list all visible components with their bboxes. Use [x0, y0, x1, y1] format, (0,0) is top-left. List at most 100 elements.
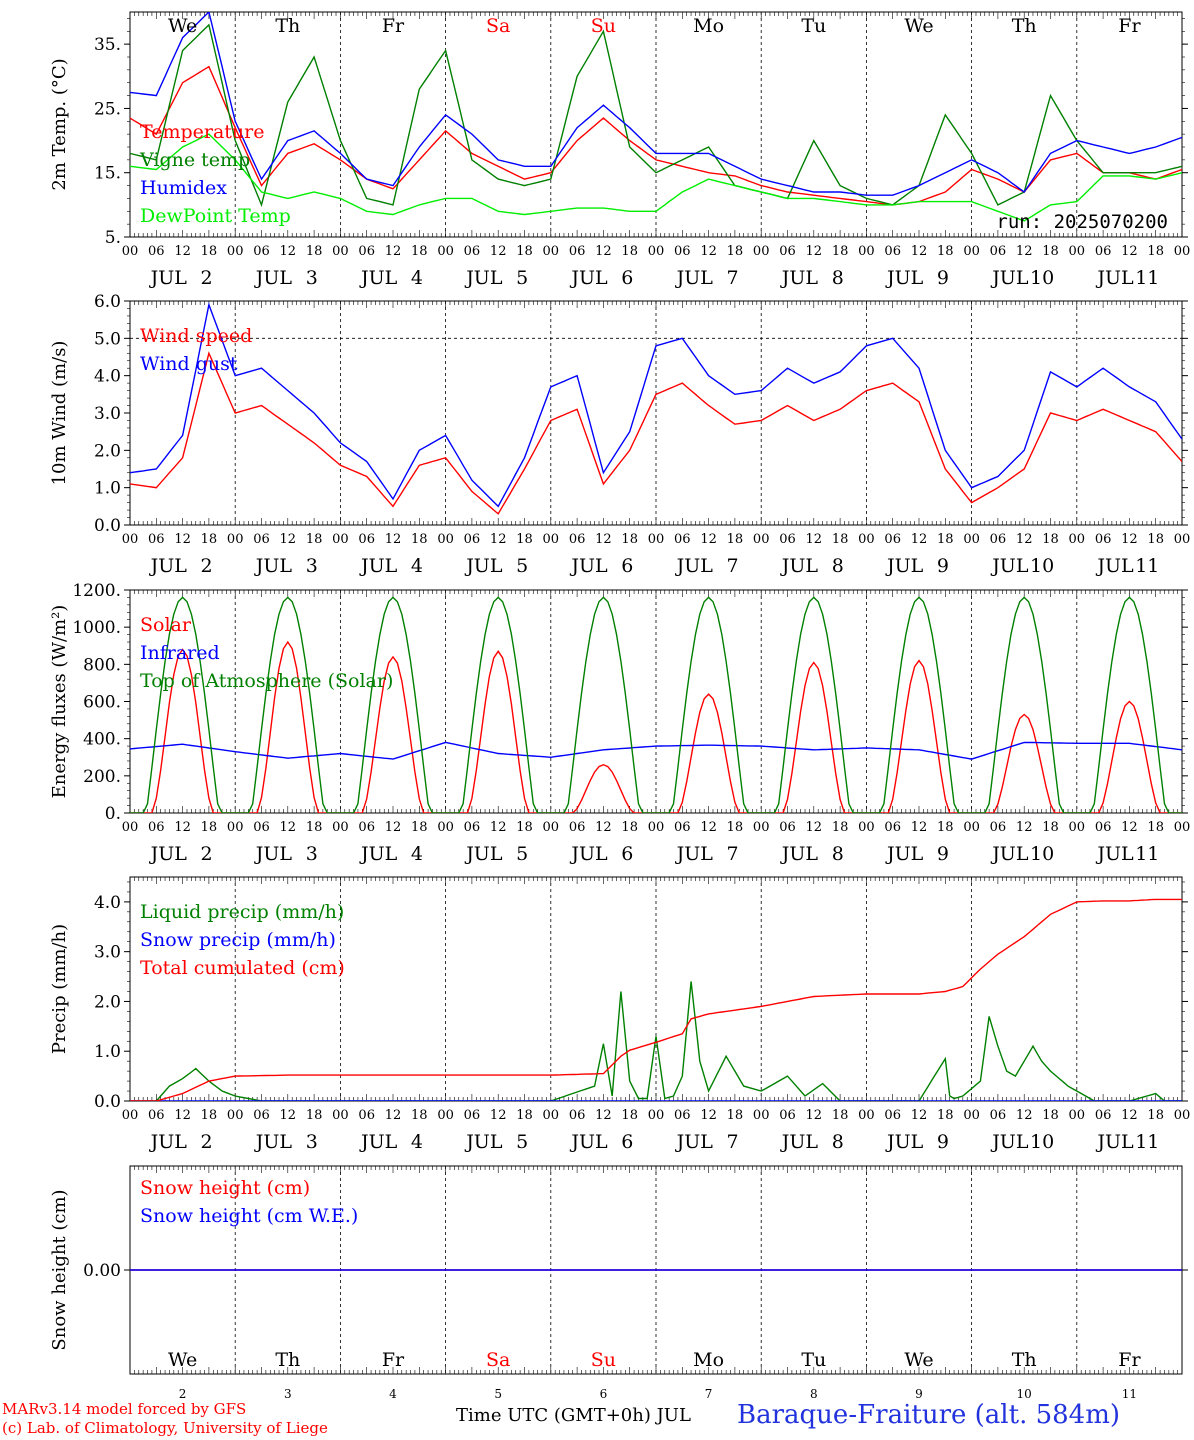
hour-label: 12 [490, 1108, 507, 1123]
hour-label: 06 [569, 532, 586, 547]
hour-label: 06 [253, 820, 270, 835]
legend-entry: Humidex [140, 177, 227, 199]
day-number-label: 3 [306, 267, 318, 289]
hour-label: 12 [385, 532, 402, 547]
hour-label: 18 [621, 244, 638, 259]
hour-label: 12 [385, 820, 402, 835]
month-label: JUL [569, 555, 608, 577]
hour-label: 18 [306, 244, 323, 259]
month-label: JUL [149, 555, 188, 577]
y-tick-label: 4.0 [94, 367, 121, 387]
hour-label: 12 [1016, 244, 1033, 259]
day-number-label: 8 [832, 1131, 844, 1153]
hour-label: 00 [1069, 244, 1086, 259]
station-name: Baraque-Fraiture (alt. 584m) [737, 1400, 1121, 1430]
hour-label: 00 [543, 820, 560, 835]
y-tick-label: 0. [105, 804, 121, 824]
hour-label: 18 [516, 820, 533, 835]
hour-label: 12 [700, 532, 717, 547]
day-number-label: 5 [516, 267, 528, 289]
series-line-2 [130, 302, 1182, 508]
y-tick-label: 15. [94, 164, 121, 184]
hour-label: 06 [1095, 1108, 1112, 1123]
hour-label: 06 [884, 1108, 901, 1123]
hour-label: 12 [806, 532, 823, 547]
panel-frame [129, 300, 1183, 526]
day-number-label: 11 [1135, 555, 1159, 577]
hour-label: 18 [1147, 244, 1164, 259]
y-tick-label: 6.0 [94, 292, 121, 312]
weekday-label: Tu [801, 1349, 826, 1371]
day-number-label: 5 [516, 1131, 528, 1153]
month-label: JUL [990, 555, 1029, 577]
hour-label: 12 [385, 1108, 402, 1123]
weekday-label: We [904, 15, 933, 37]
day-number-label: 4 [411, 843, 423, 865]
legend-entry: Top of Atmosphere (Solar) [140, 670, 393, 692]
day-number-label: 10 [1030, 555, 1054, 577]
day-number-label: 4 [411, 267, 423, 289]
month-label: JUL [780, 843, 819, 865]
date-label: 11 [1122, 1387, 1137, 1401]
day-number-label: 10 [1030, 843, 1054, 865]
hour-label: 00 [1174, 532, 1191, 547]
hour-label: 06 [148, 1108, 165, 1123]
legend-entry: DewPoint Temp [140, 205, 291, 227]
day-number-label: 4 [411, 555, 423, 577]
day-number-label: 9 [937, 1131, 949, 1153]
y-axis-label: 2m Temp. (°C) [49, 58, 70, 190]
month-label: JUL [464, 1131, 503, 1153]
day-number-label: 5 [516, 843, 528, 865]
date-label: 9 [915, 1387, 923, 1401]
y-tick-label: 2.0 [94, 992, 121, 1012]
hour-label: 06 [358, 1108, 375, 1123]
series-line-1 [130, 981, 1182, 1101]
date-label: 4 [389, 1387, 397, 1401]
credit-line-2: (c) Lab. of Climatology, University of L… [2, 1419, 328, 1437]
y-tick-label: 600. [83, 693, 121, 713]
month-label: JUL [464, 843, 503, 865]
month-label: JUL [885, 555, 924, 577]
hour-label: 12 [1121, 820, 1138, 835]
day-number-label: 8 [832, 267, 844, 289]
day-number-label: 5 [516, 555, 528, 577]
day-number-label: 6 [621, 555, 633, 577]
day-number-label: 2 [201, 267, 213, 289]
hour-label: 00 [227, 1108, 244, 1123]
day-number-label: 11 [1135, 843, 1159, 865]
panel-1: 5. 15. 25. 35. 2m Temp. (°C) Temperature Vigne… [49, 11, 1190, 289]
day-number-label: 9 [937, 555, 949, 577]
date-label: 5 [494, 1387, 502, 1401]
series-line-2 [130, 23, 1182, 208]
series-line-1 [130, 351, 1182, 515]
series-line-4 [130, 133, 1182, 222]
hour-label: 00 [1069, 1108, 1086, 1123]
y-axis-label: 10m Wind (m/s) [49, 341, 70, 486]
y-tick-label: 800. [83, 655, 121, 675]
hour-label: 00 [543, 244, 560, 259]
month-label: JUL [675, 267, 714, 289]
hour-label: 00 [437, 244, 454, 259]
hour-label: 18 [411, 820, 428, 835]
hour-label: 12 [911, 532, 928, 547]
hour-label: 12 [595, 244, 612, 259]
hour-label: 12 [490, 532, 507, 547]
hour-label: 12 [490, 820, 507, 835]
hour-label: 00 [543, 532, 560, 547]
hour-label: 12 [280, 1108, 297, 1123]
hour-label: 06 [779, 244, 796, 259]
hour-label: 18 [727, 820, 744, 835]
hour-label: 00 [963, 244, 980, 259]
hour-label: 06 [990, 244, 1007, 259]
hour-label: 12 [700, 1108, 717, 1123]
day-number-label: 7 [727, 555, 739, 577]
y-tick-label: 1.0 [94, 1042, 121, 1062]
hour-label: 18 [201, 820, 218, 835]
hour-label: 00 [122, 1108, 139, 1123]
panel-4: 0.0 1.0 2.0 3.0 4.0 Precip (mm/h) Liquid preci… [49, 876, 1190, 1153]
hour-label: 12 [806, 820, 823, 835]
y-tick-label: 5. [105, 228, 121, 248]
hour-label: 18 [832, 1108, 849, 1123]
series-line-2 [130, 741, 1182, 760]
panel-2: 0.0 1.0 2.0 3.0 4.0 5.0 6.0 10m Wind (m/s) Wind … [49, 292, 1190, 577]
